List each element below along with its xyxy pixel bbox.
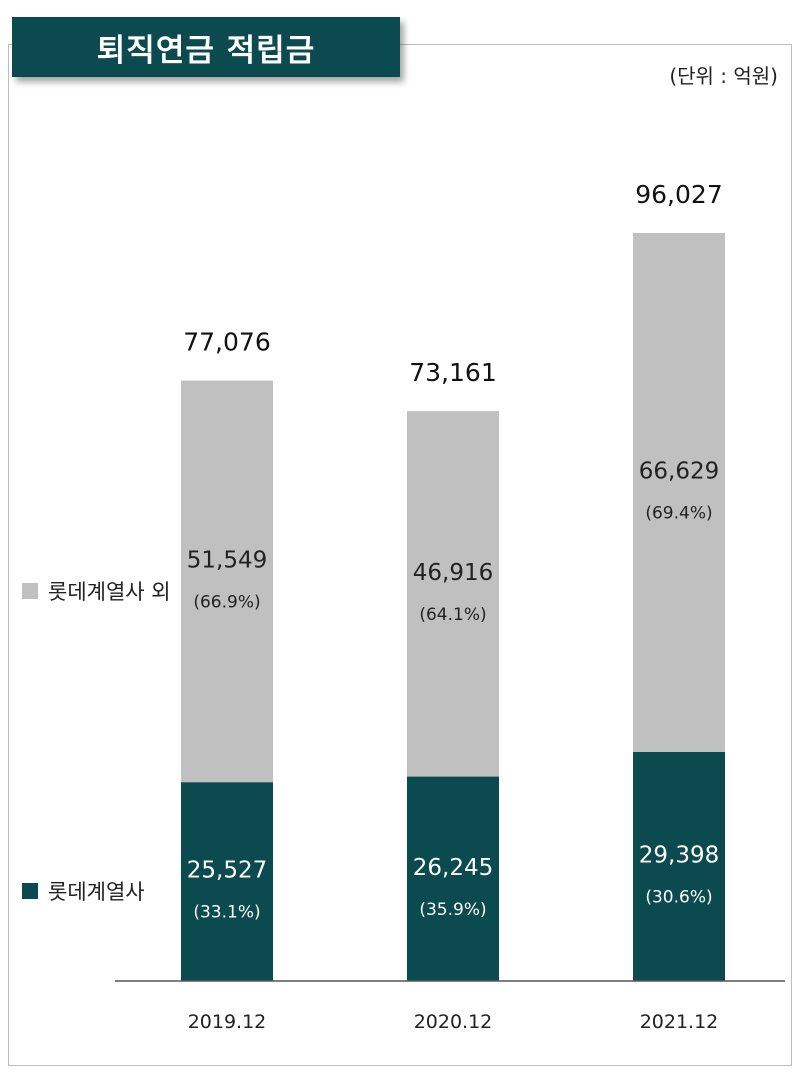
- x-tick-label-2021.12: 2021.12: [640, 1011, 719, 1033]
- bar-lotte-2021.12: [633, 752, 725, 981]
- bar-lotte-2020.12: [407, 776, 499, 981]
- chart-title-box: 퇴직연금 적립금: [12, 17, 400, 77]
- legend-item-lotte: 롯데계열사: [22, 876, 145, 906]
- chart-frame: [8, 44, 792, 1066]
- pct-label-lotte-2019.12: (33.1%): [193, 903, 260, 923]
- bar-others-2019.12: [181, 380, 273, 783]
- data-label-lotte-2021.12: 29,398: [639, 843, 719, 869]
- total-label-2020.12: 73,161: [409, 358, 496, 387]
- total-label-2019.12: 77,076: [183, 328, 270, 357]
- pct-label-lotte-2021.12: (30.6%): [645, 888, 712, 908]
- data-label-others-2019.12: 51,549: [187, 547, 267, 573]
- unit-note: (단위 : 억원): [669, 64, 778, 88]
- legend-swatch-lotte: [22, 883, 38, 899]
- legend-item-others: 롯데계열사 외: [22, 576, 171, 606]
- bar-others-2021.12: [633, 233, 725, 753]
- data-label-lotte-2020.12: 26,245: [413, 855, 493, 881]
- data-label-others-2020.12: 46,916: [413, 560, 493, 586]
- chart-title: 퇴직연금 적립금: [96, 32, 316, 69]
- pct-label-others-2020.12: (64.1%): [419, 605, 486, 625]
- data-label-others-2021.12: 66,629: [639, 459, 719, 485]
- pct-label-others-2021.12: (69.4%): [645, 504, 712, 524]
- data-label-lotte-2019.12: 25,527: [187, 858, 267, 884]
- pct-label-lotte-2020.12: (35.9%): [419, 900, 486, 920]
- legend-label-others: 롯데계열사 외: [48, 580, 171, 604]
- x-tick-label-2019.12: 2019.12: [188, 1011, 267, 1033]
- legend-swatch-others: [22, 583, 38, 599]
- bar-lotte-2019.12: [181, 782, 273, 981]
- total-label-2021.12: 96,027: [635, 180, 722, 209]
- x-tick-label-2020.12: 2020.12: [414, 1011, 493, 1033]
- pct-label-others-2019.12: (66.9%): [193, 592, 260, 612]
- legend-label-lotte: 롯데계열사: [48, 880, 145, 904]
- bar-others-2020.12: [407, 411, 499, 777]
